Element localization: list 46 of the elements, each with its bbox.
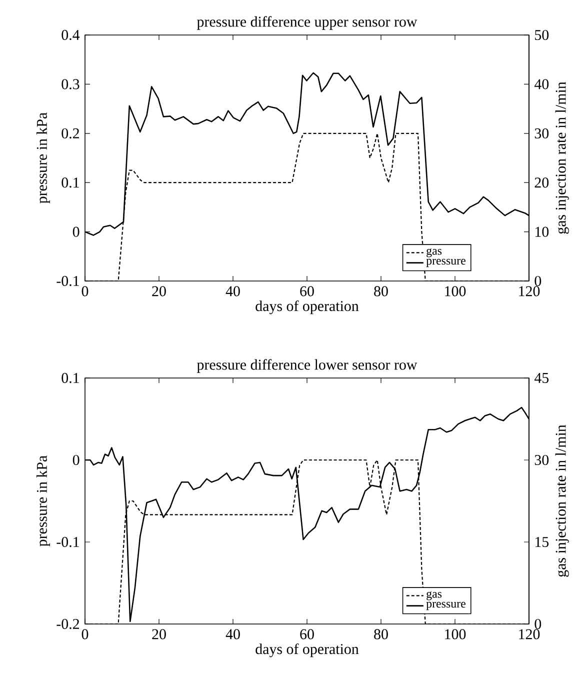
chart-title: pressure difference lower sensor row — [196, 359, 418, 373]
y-tick-label: -0.1 — [56, 536, 79, 548]
x-tick-label: 20 — [152, 286, 166, 296]
y-tick-label: 0.1 — [62, 178, 79, 188]
y2-tick-label: 15 — [535, 536, 549, 547]
y2-axis-title: gas injection rate in l/min — [555, 424, 569, 577]
y-axis-title: pressure in kPa — [36, 112, 50, 204]
y-tick-label: 0.1 — [62, 372, 79, 384]
y2-tick-label: 0 — [534, 618, 542, 630]
x-tick-label: 120 — [519, 629, 540, 640]
x-tick-label: 0 — [82, 286, 88, 296]
x-tick-label: 0 — [82, 629, 88, 640]
x-tick-label: 40 — [226, 286, 240, 296]
x-tick-label: 20 — [152, 629, 166, 640]
x-axis-title: days of operation — [256, 643, 359, 658]
x-tick-label: 100 — [445, 286, 466, 296]
x-tick-label: 120 — [519, 286, 540, 296]
y2-tick-label: 30 — [534, 454, 549, 466]
y2-tick-label: 45 — [534, 373, 549, 383]
y-tick-label: 0 — [72, 226, 80, 237]
y2-tick-label: 10 — [535, 226, 549, 237]
legend-label: gas — [426, 248, 442, 258]
y-tick-label: 0.4 — [62, 30, 80, 40]
y2-tick-label: 40 — [534, 79, 549, 90]
y-tick-label: 0.2 — [62, 128, 79, 138]
y2-tick-label: 30 — [534, 128, 549, 138]
x-tick-label: 100 — [445, 629, 466, 640]
y-axis-title: pressure in kPa — [36, 456, 50, 546]
y-tick-label: -0.2 — [56, 618, 79, 630]
x-tick-label: 40 — [226, 629, 240, 640]
x-tick-label: 80 — [374, 286, 388, 296]
y2-axis-title: gas injection rate in l/min — [555, 82, 569, 234]
legend-label: gas — [426, 592, 442, 600]
y-tick-label: -0.1 — [56, 276, 79, 286]
y2-tick-label: 50 — [535, 30, 549, 40]
legend-label: pressure — [426, 258, 466, 268]
y2-tick-label: 20 — [534, 178, 549, 188]
legend-label: pressure — [426, 602, 466, 610]
chart-title: pressure difference upper sensor row — [196, 16, 418, 30]
x-tick-label: 80 — [374, 629, 388, 640]
y-tick-label: 0.3 — [62, 79, 80, 90]
y2-tick-label: 0 — [534, 276, 542, 286]
x-tick-label: 60 — [300, 286, 314, 296]
x-tick-label: 60 — [300, 629, 314, 640]
y-tick-label: 0 — [72, 454, 80, 466]
x-axis-title: days of operation — [256, 300, 359, 314]
